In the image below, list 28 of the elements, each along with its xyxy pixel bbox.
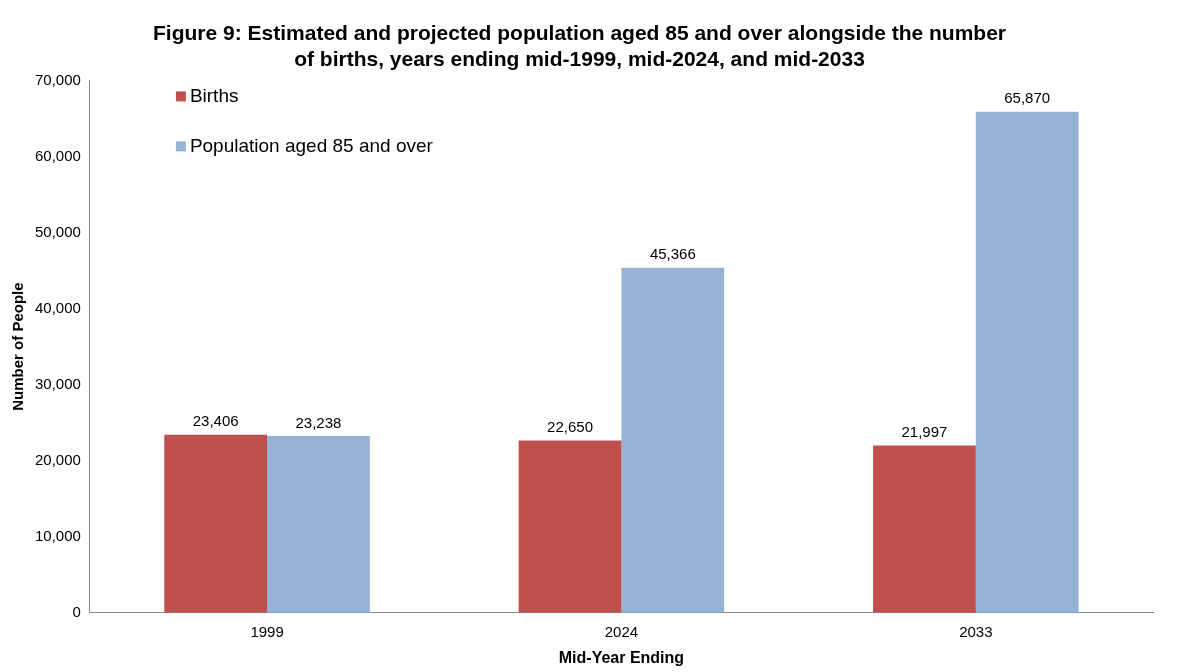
bar xyxy=(621,267,725,613)
bar xyxy=(164,434,268,613)
x-tick-label: 2033 xyxy=(959,622,993,640)
y-tick-label: 10,000 xyxy=(34,526,81,544)
data-label: 45,366 xyxy=(649,245,696,263)
bar xyxy=(267,436,370,613)
y-tick-label: 20,000 xyxy=(34,450,81,468)
bar xyxy=(518,440,622,613)
x-tick-label: 2024 xyxy=(604,622,639,640)
y-tick-label: 30,000 xyxy=(34,374,81,392)
y-tick-label: 0 xyxy=(72,602,81,620)
chart-title: Figure 9: Estimated and projected population aged 85 and over alongside the number of births, years ending mid-1999, mid-2024, and mid-2033 xyxy=(153,21,1006,70)
y-axis-title: Number of People xyxy=(9,282,27,411)
y-tick-label: 60,000 xyxy=(34,146,81,164)
x-axis-title: Mid-Year Ending xyxy=(558,648,685,666)
y-tick-label: 50,000 xyxy=(34,222,81,240)
data-label: 65,870 xyxy=(1004,89,1051,107)
legend-label: Births xyxy=(189,84,239,106)
y-tick-label: 40,000 xyxy=(34,298,81,316)
bar xyxy=(873,445,976,613)
y-tick-label: 70,000 xyxy=(34,70,81,88)
data-label: 22,650 xyxy=(547,418,593,436)
bar xyxy=(975,111,1079,613)
data-label: 23,406 xyxy=(192,412,239,430)
x-tick-label: 1999 xyxy=(250,622,284,640)
data-label: 23,238 xyxy=(295,413,342,431)
legend-label: Population aged 85 and over xyxy=(189,134,434,156)
data-label: 21,997 xyxy=(901,423,948,441)
